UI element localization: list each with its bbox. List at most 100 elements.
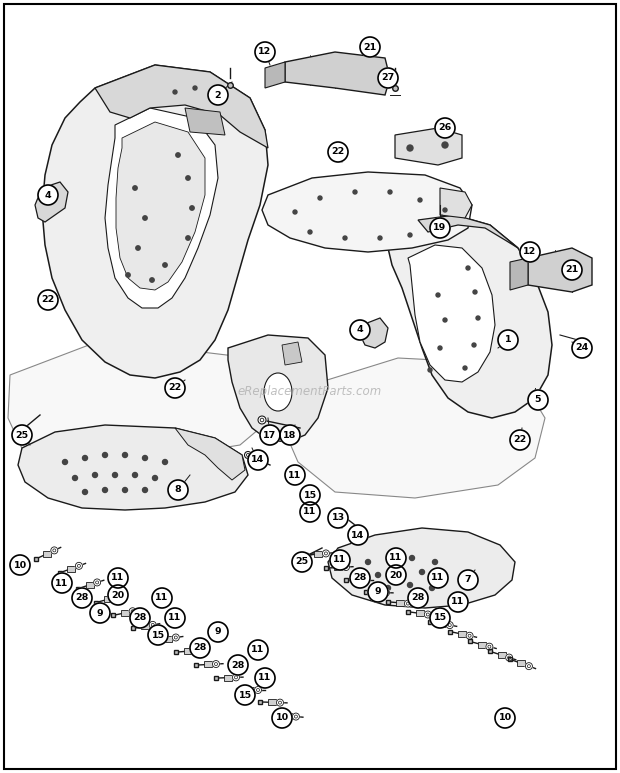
Circle shape [82, 489, 87, 495]
Circle shape [442, 142, 448, 148]
Text: 10: 10 [14, 560, 27, 570]
Circle shape [248, 640, 268, 660]
Text: 20: 20 [112, 591, 125, 600]
Polygon shape [105, 108, 218, 308]
Circle shape [38, 185, 58, 205]
Circle shape [343, 236, 347, 240]
Text: 13: 13 [332, 513, 345, 523]
Circle shape [520, 242, 540, 262]
Circle shape [308, 230, 312, 234]
Circle shape [272, 708, 292, 728]
Circle shape [407, 583, 412, 587]
Circle shape [186, 175, 190, 180]
Circle shape [291, 466, 298, 474]
Circle shape [149, 621, 156, 628]
Text: 11: 11 [259, 673, 272, 683]
Circle shape [443, 573, 448, 577]
Circle shape [143, 488, 148, 492]
Circle shape [337, 551, 343, 559]
Circle shape [258, 416, 266, 424]
Circle shape [366, 560, 371, 564]
Circle shape [208, 85, 228, 105]
Circle shape [186, 236, 190, 240]
Text: 11: 11 [55, 578, 69, 587]
Circle shape [163, 263, 167, 267]
Polygon shape [282, 342, 302, 365]
Circle shape [255, 42, 275, 62]
Polygon shape [42, 65, 268, 378]
Bar [314, 551, 322, 557]
Text: 4: 4 [356, 325, 363, 335]
Circle shape [102, 452, 107, 458]
Text: 28: 28 [411, 594, 425, 602]
Text: 24: 24 [575, 343, 588, 352]
Circle shape [92, 472, 97, 478]
Bar [141, 623, 149, 629]
Text: 11: 11 [156, 594, 169, 602]
Polygon shape [116, 122, 205, 290]
Polygon shape [328, 528, 515, 608]
Circle shape [143, 455, 148, 461]
Text: 28: 28 [75, 594, 89, 602]
Text: 11: 11 [251, 645, 265, 655]
Bar [416, 611, 424, 616]
Polygon shape [285, 52, 390, 95]
Circle shape [136, 246, 140, 250]
Polygon shape [418, 215, 518, 248]
Circle shape [162, 459, 167, 465]
Circle shape [165, 378, 185, 398]
Bar [224, 675, 232, 681]
Text: 11: 11 [112, 574, 125, 583]
Circle shape [486, 643, 493, 650]
Text: 11: 11 [389, 553, 402, 563]
Circle shape [73, 475, 78, 481]
Circle shape [510, 430, 530, 450]
Ellipse shape [264, 373, 292, 411]
Circle shape [386, 548, 406, 568]
Text: 2: 2 [215, 90, 221, 100]
Bar [164, 635, 172, 642]
Text: 18: 18 [283, 431, 297, 440]
Circle shape [438, 346, 442, 350]
Circle shape [404, 600, 412, 607]
Polygon shape [528, 248, 592, 292]
Circle shape [300, 502, 320, 522]
Circle shape [130, 608, 150, 628]
Text: 15: 15 [151, 631, 164, 639]
Polygon shape [262, 172, 472, 252]
Text: 11: 11 [288, 471, 301, 479]
Circle shape [133, 186, 137, 190]
Text: eReplacementParts.com: eReplacementParts.com [238, 386, 382, 399]
Text: 28: 28 [193, 643, 206, 652]
Circle shape [190, 638, 210, 658]
Circle shape [248, 450, 268, 470]
Circle shape [328, 142, 348, 162]
Circle shape [386, 585, 391, 591]
Circle shape [82, 455, 87, 461]
Circle shape [112, 594, 119, 601]
Bar [204, 662, 212, 667]
Text: 1: 1 [505, 335, 511, 345]
Circle shape [153, 475, 157, 481]
Text: 28: 28 [231, 660, 245, 669]
Bar [354, 577, 362, 583]
Circle shape [348, 525, 368, 545]
Bar [284, 713, 292, 719]
Polygon shape [285, 358, 545, 498]
Text: 14: 14 [251, 455, 265, 465]
Text: 11: 11 [451, 598, 464, 607]
Circle shape [466, 632, 473, 639]
Circle shape [430, 218, 450, 238]
Circle shape [90, 603, 110, 623]
Circle shape [38, 290, 58, 310]
Circle shape [150, 278, 154, 282]
Polygon shape [228, 335, 328, 442]
Bar [268, 700, 276, 705]
Polygon shape [8, 340, 272, 460]
Circle shape [235, 685, 255, 705]
Circle shape [433, 560, 438, 564]
Circle shape [472, 343, 476, 347]
Polygon shape [360, 318, 388, 348]
Circle shape [363, 577, 370, 584]
Circle shape [108, 585, 128, 605]
